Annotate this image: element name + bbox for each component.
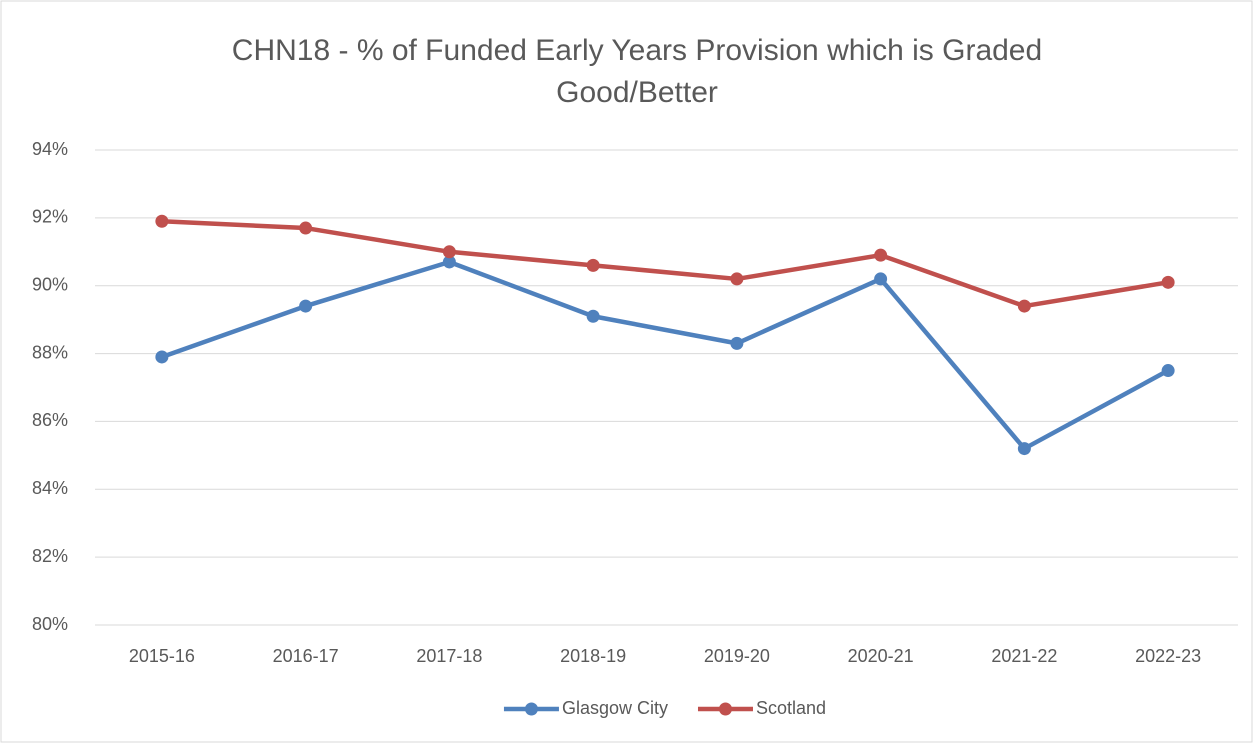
data-point (730, 336, 744, 350)
y-tick-label: 94% (32, 139, 68, 159)
data-point (1161, 275, 1175, 289)
series-line (161, 219, 1169, 309)
legend-marker (524, 702, 538, 716)
x-tick-label: 2022-23 (1135, 646, 1201, 666)
data-point (586, 258, 600, 272)
chart-title: CHN18 - % of Funded Early Years Provisio… (231, 34, 1043, 109)
legend-label: Glasgow City (562, 698, 668, 718)
data-point (299, 221, 313, 235)
legend-marker (718, 702, 732, 716)
y-tick-label: 92% (32, 207, 68, 227)
data-point (442, 255, 456, 269)
y-tick-label: 80% (32, 614, 68, 634)
legend: Glasgow City Scotland (503, 698, 826, 718)
y-tick-label: 82% (32, 546, 68, 566)
data-point (1161, 364, 1175, 378)
data-point (442, 245, 456, 259)
data-point (586, 309, 600, 323)
x-tick-label: 2017-18 (416, 646, 482, 666)
x-tick-label: 2020-21 (848, 646, 914, 666)
data-point (155, 350, 169, 364)
series-line (161, 259, 1170, 451)
data-point (1017, 442, 1031, 456)
y-tick-label: 84% (32, 478, 68, 498)
x-tick-label: 2019-20 (704, 646, 770, 666)
x-tick-label: 2018-19 (560, 646, 626, 666)
data-point (155, 214, 169, 228)
data-point (730, 272, 744, 286)
x-tick-label: 2021-22 (991, 646, 1057, 666)
data-point (1017, 299, 1031, 313)
y-tick-label: 86% (32, 410, 68, 430)
data-point (874, 248, 888, 262)
y-tick-label: 88% (32, 342, 68, 362)
y-tick-label: 90% (32, 274, 68, 294)
x-tick-label: 2016-17 (273, 646, 339, 666)
legend-label: Scotland (756, 698, 826, 718)
data-point (299, 299, 313, 313)
x-tick-label: 2015-16 (129, 646, 195, 666)
data-point (874, 272, 888, 286)
